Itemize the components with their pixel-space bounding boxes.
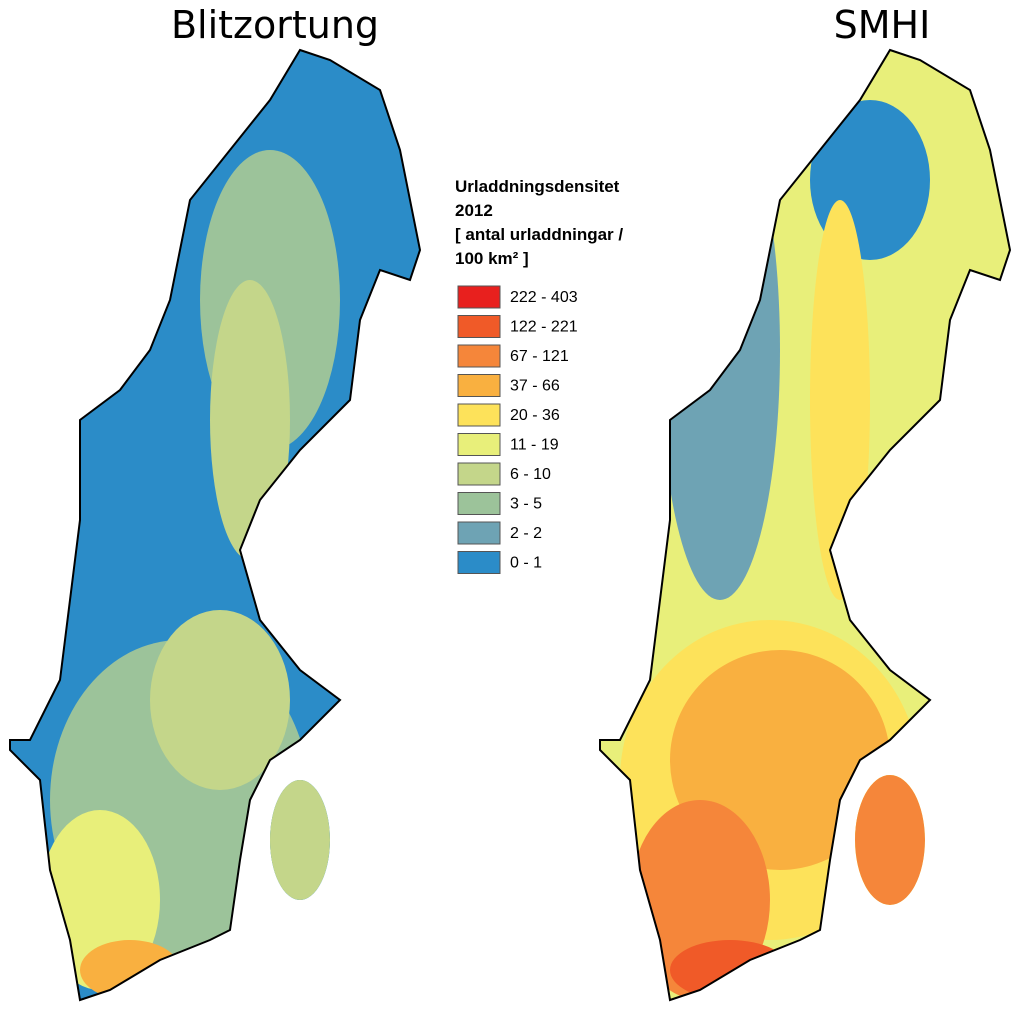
legend-label: 3 - 5 <box>510 496 542 513</box>
legend-label: 37 - 66 <box>510 378 560 395</box>
legend-title: 100 km² ] <box>455 249 529 268</box>
map-blitzortung <box>10 50 420 1000</box>
legend-title: 2012 <box>455 201 493 220</box>
legend: Urladdningsdensitet 2012 [ antal urladdn… <box>455 177 623 574</box>
legend-swatch <box>457 521 501 545</box>
legend-swatch <box>457 374 501 397</box>
legend-title: [ antal urladdningar / <box>455 225 623 244</box>
legend-label: 222 - 403 <box>510 289 578 306</box>
map-title: Blitzortung <box>171 3 379 47</box>
legend-label: 20 - 36 <box>510 407 560 424</box>
legend-title: Urladdningsdensitet <box>455 177 620 196</box>
legend-label: 2 - 2 <box>510 525 542 542</box>
map-title: SMHI <box>834 3 931 47</box>
legend-swatch <box>457 551 501 574</box>
legend-label: 67 - 121 <box>510 348 569 365</box>
legend-swatch <box>457 315 501 338</box>
legend-swatch <box>457 344 501 368</box>
legend-swatch <box>457 403 501 427</box>
map-smhi <box>600 50 1010 1000</box>
legend-label: 122 - 221 <box>510 319 578 336</box>
legend-swatch <box>457 462 501 486</box>
legend-swatch <box>457 285 501 309</box>
legend-label: 0 - 1 <box>510 555 542 572</box>
legend-swatch <box>457 492 501 515</box>
legend-label: 11 - 19 <box>510 437 559 454</box>
legend-swatch <box>457 433 501 456</box>
legend-label: 6 - 10 <box>510 466 551 483</box>
